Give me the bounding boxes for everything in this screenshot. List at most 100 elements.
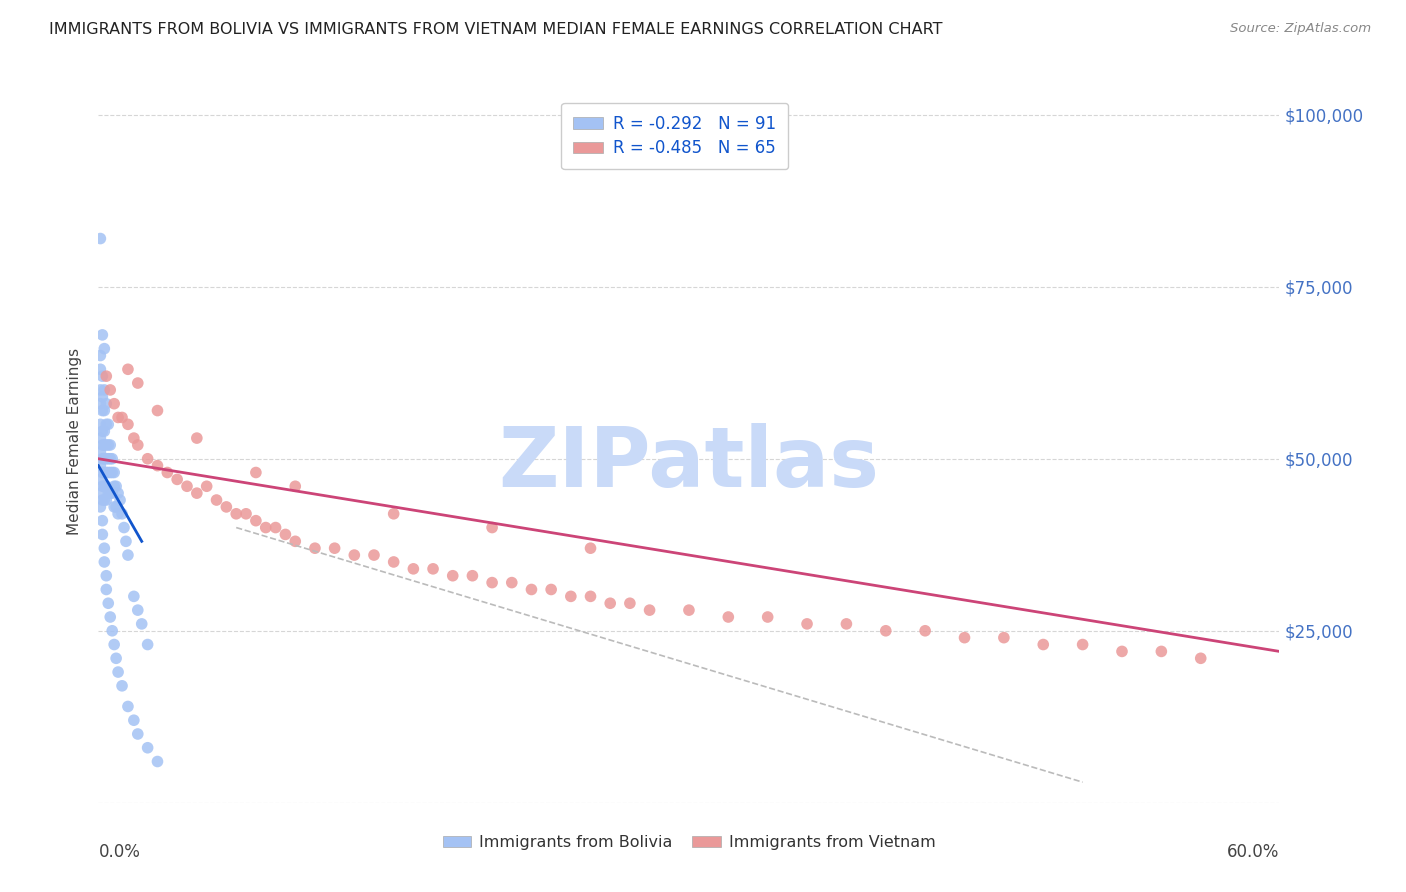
Point xyxy=(98,466,121,480)
Point xyxy=(215,500,238,514)
Point xyxy=(91,424,114,438)
Point xyxy=(953,631,976,645)
Point xyxy=(97,417,120,432)
Point xyxy=(875,624,897,638)
Point xyxy=(254,520,277,534)
Point xyxy=(93,479,115,493)
Point xyxy=(89,431,111,445)
Y-axis label: Median Female Earnings: Median Female Earnings xyxy=(67,348,83,535)
Point xyxy=(146,403,169,417)
Point xyxy=(112,520,135,534)
Point xyxy=(89,472,111,486)
Point xyxy=(105,500,128,514)
Point xyxy=(98,610,121,624)
Point xyxy=(422,562,444,576)
Point xyxy=(101,486,124,500)
Point xyxy=(481,575,503,590)
Point xyxy=(1071,638,1094,652)
Point xyxy=(96,568,118,582)
Point xyxy=(98,438,121,452)
Point xyxy=(105,479,128,493)
Point xyxy=(97,451,120,466)
Point xyxy=(98,383,121,397)
Point xyxy=(195,479,218,493)
Point xyxy=(599,596,621,610)
Point xyxy=(402,562,425,576)
Point xyxy=(96,479,118,493)
Point xyxy=(91,369,114,384)
Point xyxy=(91,403,114,417)
Point xyxy=(93,451,115,466)
Point xyxy=(117,699,139,714)
Point xyxy=(501,575,523,590)
Point xyxy=(89,383,111,397)
Point xyxy=(136,451,159,466)
Point xyxy=(89,231,111,245)
Point xyxy=(89,458,111,473)
Point xyxy=(93,403,115,417)
Point xyxy=(127,727,149,741)
Point xyxy=(127,438,149,452)
Point xyxy=(93,541,115,556)
Point xyxy=(111,507,134,521)
Point xyxy=(166,472,188,486)
Point xyxy=(103,466,125,480)
Text: ZIPatlas: ZIPatlas xyxy=(499,423,879,504)
Point xyxy=(96,438,118,452)
Point xyxy=(97,596,120,610)
Point xyxy=(117,362,139,376)
Point xyxy=(304,541,326,556)
Point xyxy=(96,493,118,508)
Point xyxy=(363,548,385,562)
Point xyxy=(146,458,169,473)
Point xyxy=(520,582,543,597)
Point xyxy=(540,582,562,597)
Point xyxy=(127,376,149,390)
Point xyxy=(107,665,129,679)
Text: 60.0%: 60.0% xyxy=(1227,843,1279,861)
Point xyxy=(323,541,346,556)
Point xyxy=(103,397,125,411)
Point xyxy=(461,568,484,582)
Point xyxy=(717,610,740,624)
Point xyxy=(678,603,700,617)
Point xyxy=(382,507,405,521)
Point xyxy=(91,527,114,541)
Point xyxy=(96,451,118,466)
Point xyxy=(107,507,129,521)
Point xyxy=(96,369,118,384)
Point xyxy=(441,568,464,582)
Point xyxy=(117,548,139,562)
Point xyxy=(91,466,114,480)
Point xyxy=(638,603,661,617)
Point xyxy=(89,445,111,459)
Point xyxy=(796,616,818,631)
Point xyxy=(101,451,124,466)
Point xyxy=(111,410,134,425)
Point xyxy=(91,514,114,528)
Point xyxy=(245,514,267,528)
Point xyxy=(89,417,111,432)
Point xyxy=(97,486,120,500)
Point xyxy=(264,520,287,534)
Point xyxy=(96,397,118,411)
Point xyxy=(186,431,208,445)
Point xyxy=(91,479,114,493)
Point xyxy=(579,590,602,604)
Point xyxy=(245,466,267,480)
Point xyxy=(619,596,641,610)
Point xyxy=(91,493,114,508)
Point xyxy=(101,466,124,480)
Point xyxy=(343,548,366,562)
Point xyxy=(89,397,111,411)
Point xyxy=(96,417,118,432)
Point xyxy=(97,466,120,480)
Point xyxy=(91,390,114,404)
Point xyxy=(560,590,582,604)
Point xyxy=(97,438,120,452)
Point xyxy=(93,466,115,480)
Point xyxy=(993,631,1015,645)
Point xyxy=(756,610,779,624)
Point xyxy=(93,438,115,452)
Point xyxy=(91,451,114,466)
